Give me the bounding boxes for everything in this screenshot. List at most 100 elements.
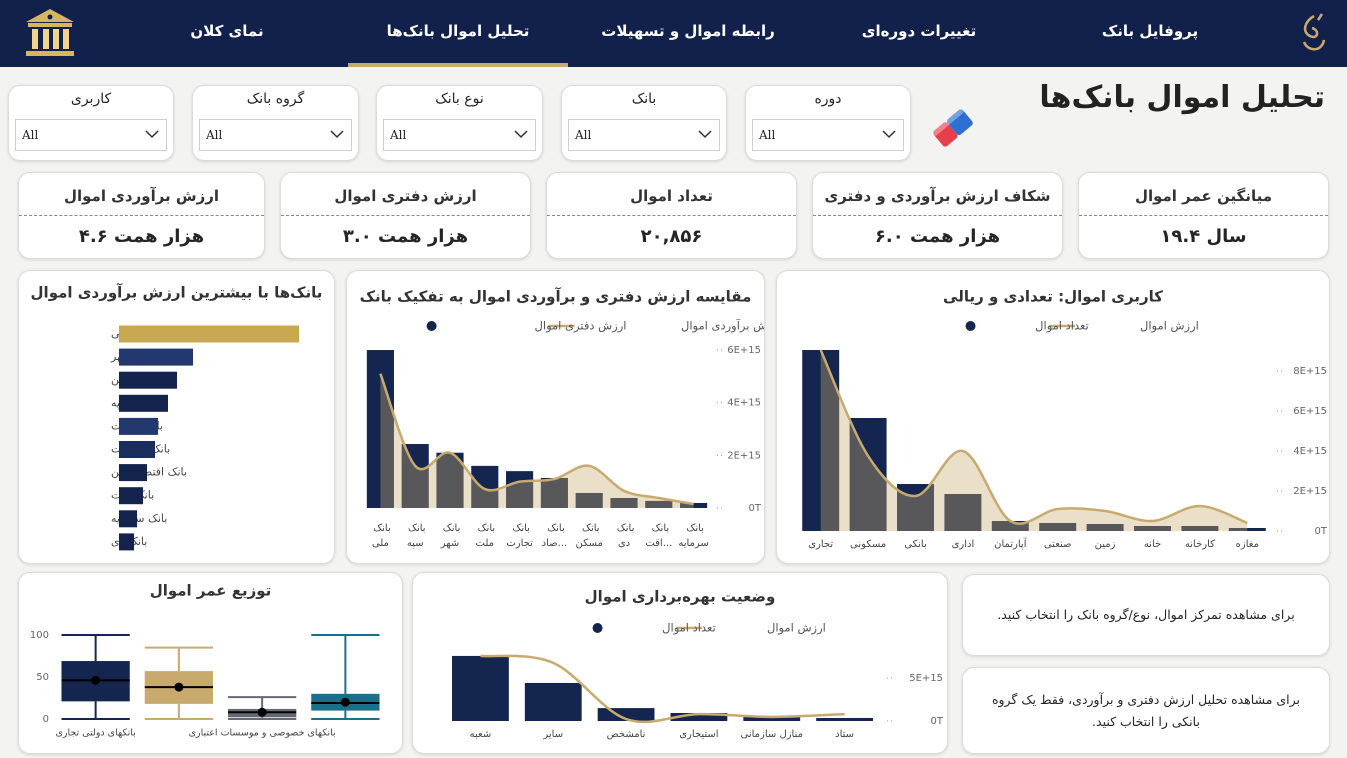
kpi-card: تعداد اموال ۲۰,۸۵۶: [546, 172, 797, 259]
chevron: [698, 130, 712, 139]
mean: [340, 697, 350, 707]
nav-tab[interactable]: رابطه اموال و تسهیلات: [601, 22, 775, 40]
dropdown[interactable]: All: [568, 119, 720, 151]
x-tick-label: خانه: [1144, 539, 1161, 550]
kpi-title: ارزش دفتری اموال: [334, 187, 477, 205]
x-tick-label: تجاری: [808, 539, 833, 550]
chevron: [330, 130, 344, 139]
filter: دوره All: [745, 85, 911, 161]
legend-label: تعداد اموال: [662, 621, 716, 636]
label-line: سپه: [407, 538, 424, 549]
nav-tab[interactable]: پروفایل بانک: [1101, 22, 1199, 40]
nav-bar: پروفایل بانک تغییرات دوره‌ای رابطه اموال…: [0, 0, 1347, 67]
y-tick-label: 2E+15: [1293, 486, 1327, 497]
chart-title: مقایسه ارزش دفتری و برآوردی اموال به تفک…: [360, 288, 752, 306]
bar: [540, 477, 568, 508]
kpi-title: ارزش برآوردی اموال: [63, 187, 220, 205]
label-line: بانک: [405, 523, 426, 534]
bar: [452, 655, 509, 721]
y-tick-label: 5E+15: [909, 673, 943, 684]
filter-label: نوع بانک: [435, 91, 484, 107]
label-line: شهر: [440, 538, 460, 549]
bar: [119, 510, 137, 528]
bar: [471, 465, 499, 508]
mean: [257, 707, 267, 717]
label-line: بانک: [370, 523, 391, 534]
chart: مقایسه ارزش دفتری و برآوردی اموال به تفک…: [360, 288, 782, 550]
chart-title: بانک‌ها با بیشترین ارزش برآوردی اموال: [31, 284, 323, 302]
dropdown-value: All: [22, 128, 39, 142]
line-area: [820, 350, 1248, 531]
filter-label: کاربری: [70, 91, 112, 107]
bar: [1181, 526, 1219, 531]
y-tick-label: 0: [43, 714, 49, 725]
chevron: [882, 130, 896, 139]
x-tick-label: نامشخص: [607, 729, 646, 740]
x-tick-label: بانک ...صاد: [542, 523, 568, 549]
bar: [119, 371, 177, 389]
label-line: بانک: [683, 523, 704, 534]
y-tick-label: 6E+15: [1293, 406, 1327, 417]
x-tick-label: بانک مسکن: [575, 523, 602, 549]
label-line: بانک: [648, 523, 669, 534]
x-tick-label: بانک شهر: [440, 523, 461, 549]
chart-card: بانک‌ها با بیشترین ارزش برآوردی اموال بان…: [18, 270, 335, 564]
label-line: ...صاد: [542, 538, 568, 549]
active-underline: [348, 63, 568, 67]
clear-filters-icon[interactable]: [928, 104, 978, 152]
chevron: [514, 130, 528, 139]
label-line: مسکن: [575, 538, 602, 549]
label-line: بانک: [509, 523, 530, 534]
nav-tab-active[interactable]: تحلیل اموال بانک‌ها: [386, 22, 530, 40]
legend-marker: [592, 623, 603, 633]
dropdown[interactable]: All: [15, 119, 167, 151]
filter-label: گروه بانک: [246, 91, 305, 107]
label-line: بانک: [440, 523, 461, 534]
y-tick-label: 4E+15: [727, 398, 761, 409]
note: برای مشاهده تحلیل ارزش دفتری و برآوردی، …: [962, 667, 1330, 754]
line: [480, 654, 845, 724]
y-tick-label: 0T: [749, 503, 762, 514]
chart: وضعیت بهره‌برداری اموال 0T 5E+15 شعبه سایر نا…: [452, 588, 944, 740]
filter-label: دوره: [814, 91, 842, 107]
bar: [1039, 523, 1077, 531]
dropdown-value: All: [575, 128, 592, 142]
nav-tab[interactable]: تغییرات دوره‌ای: [861, 22, 977, 40]
legend-marker: [965, 321, 976, 331]
chart: توزیع عمر اموال 0 50 100 بانکهای دولتی تجاری…: [30, 582, 380, 739]
dropdown[interactable]: All: [383, 119, 536, 151]
bar: [119, 325, 299, 343]
label-line: بانک: [614, 523, 635, 534]
x-tick-label: مغازه: [1236, 539, 1259, 550]
kpi-value: سال ۱۹.۴: [1160, 226, 1247, 247]
bar: [575, 492, 603, 508]
chart: کاربری اموال: تعدادی و ریالی 0T 2E+15 4E+15…: [802, 288, 1328, 550]
logo: [1302, 13, 1326, 51]
y-tick-label: 0T: [931, 716, 944, 727]
label-line: بانک: [579, 523, 600, 534]
label-line: دی: [618, 538, 630, 549]
y-tick-label: 6E+15: [727, 345, 761, 356]
dropdown[interactable]: All: [752, 119, 904, 151]
chart-card: توزیع عمر اموال 0 50 100 بانکهای دولتی تجاری…: [18, 572, 403, 754]
legend-label: تعداد اموال: [1035, 319, 1089, 334]
nav-tab[interactable]: نمای کلان: [190, 22, 264, 40]
dropdown[interactable]: All: [199, 119, 352, 151]
note: برای مشاهده تمرکز اموال، نوع/گروه بانک ر…: [962, 574, 1330, 656]
x-tick-label: مسکونی: [850, 539, 886, 550]
kpi-title: تعداد اموال: [630, 187, 713, 205]
kpi-card: شکاف ارزش برآوردی و دفتری هزار همت ۶.۰: [812, 172, 1063, 259]
note-text: برای مشاهده تحلیل ارزش دفتری و برآوردی، …: [991, 691, 1301, 729]
line-area: [380, 373, 694, 508]
x-tick-label: بانک دی: [614, 523, 635, 549]
bar: [119, 394, 168, 412]
x-tick-label: ستاد: [835, 729, 854, 740]
bar: [436, 452, 464, 508]
legend-marker: [426, 321, 437, 331]
home-icon[interactable]: [22, 6, 78, 62]
bar: [524, 682, 582, 721]
label-line: ...اقت: [645, 538, 672, 549]
x-tick-label: بانک تجارت: [506, 523, 533, 549]
x-tick-label: بانکهای دولتی تجاری: [55, 728, 135, 739]
